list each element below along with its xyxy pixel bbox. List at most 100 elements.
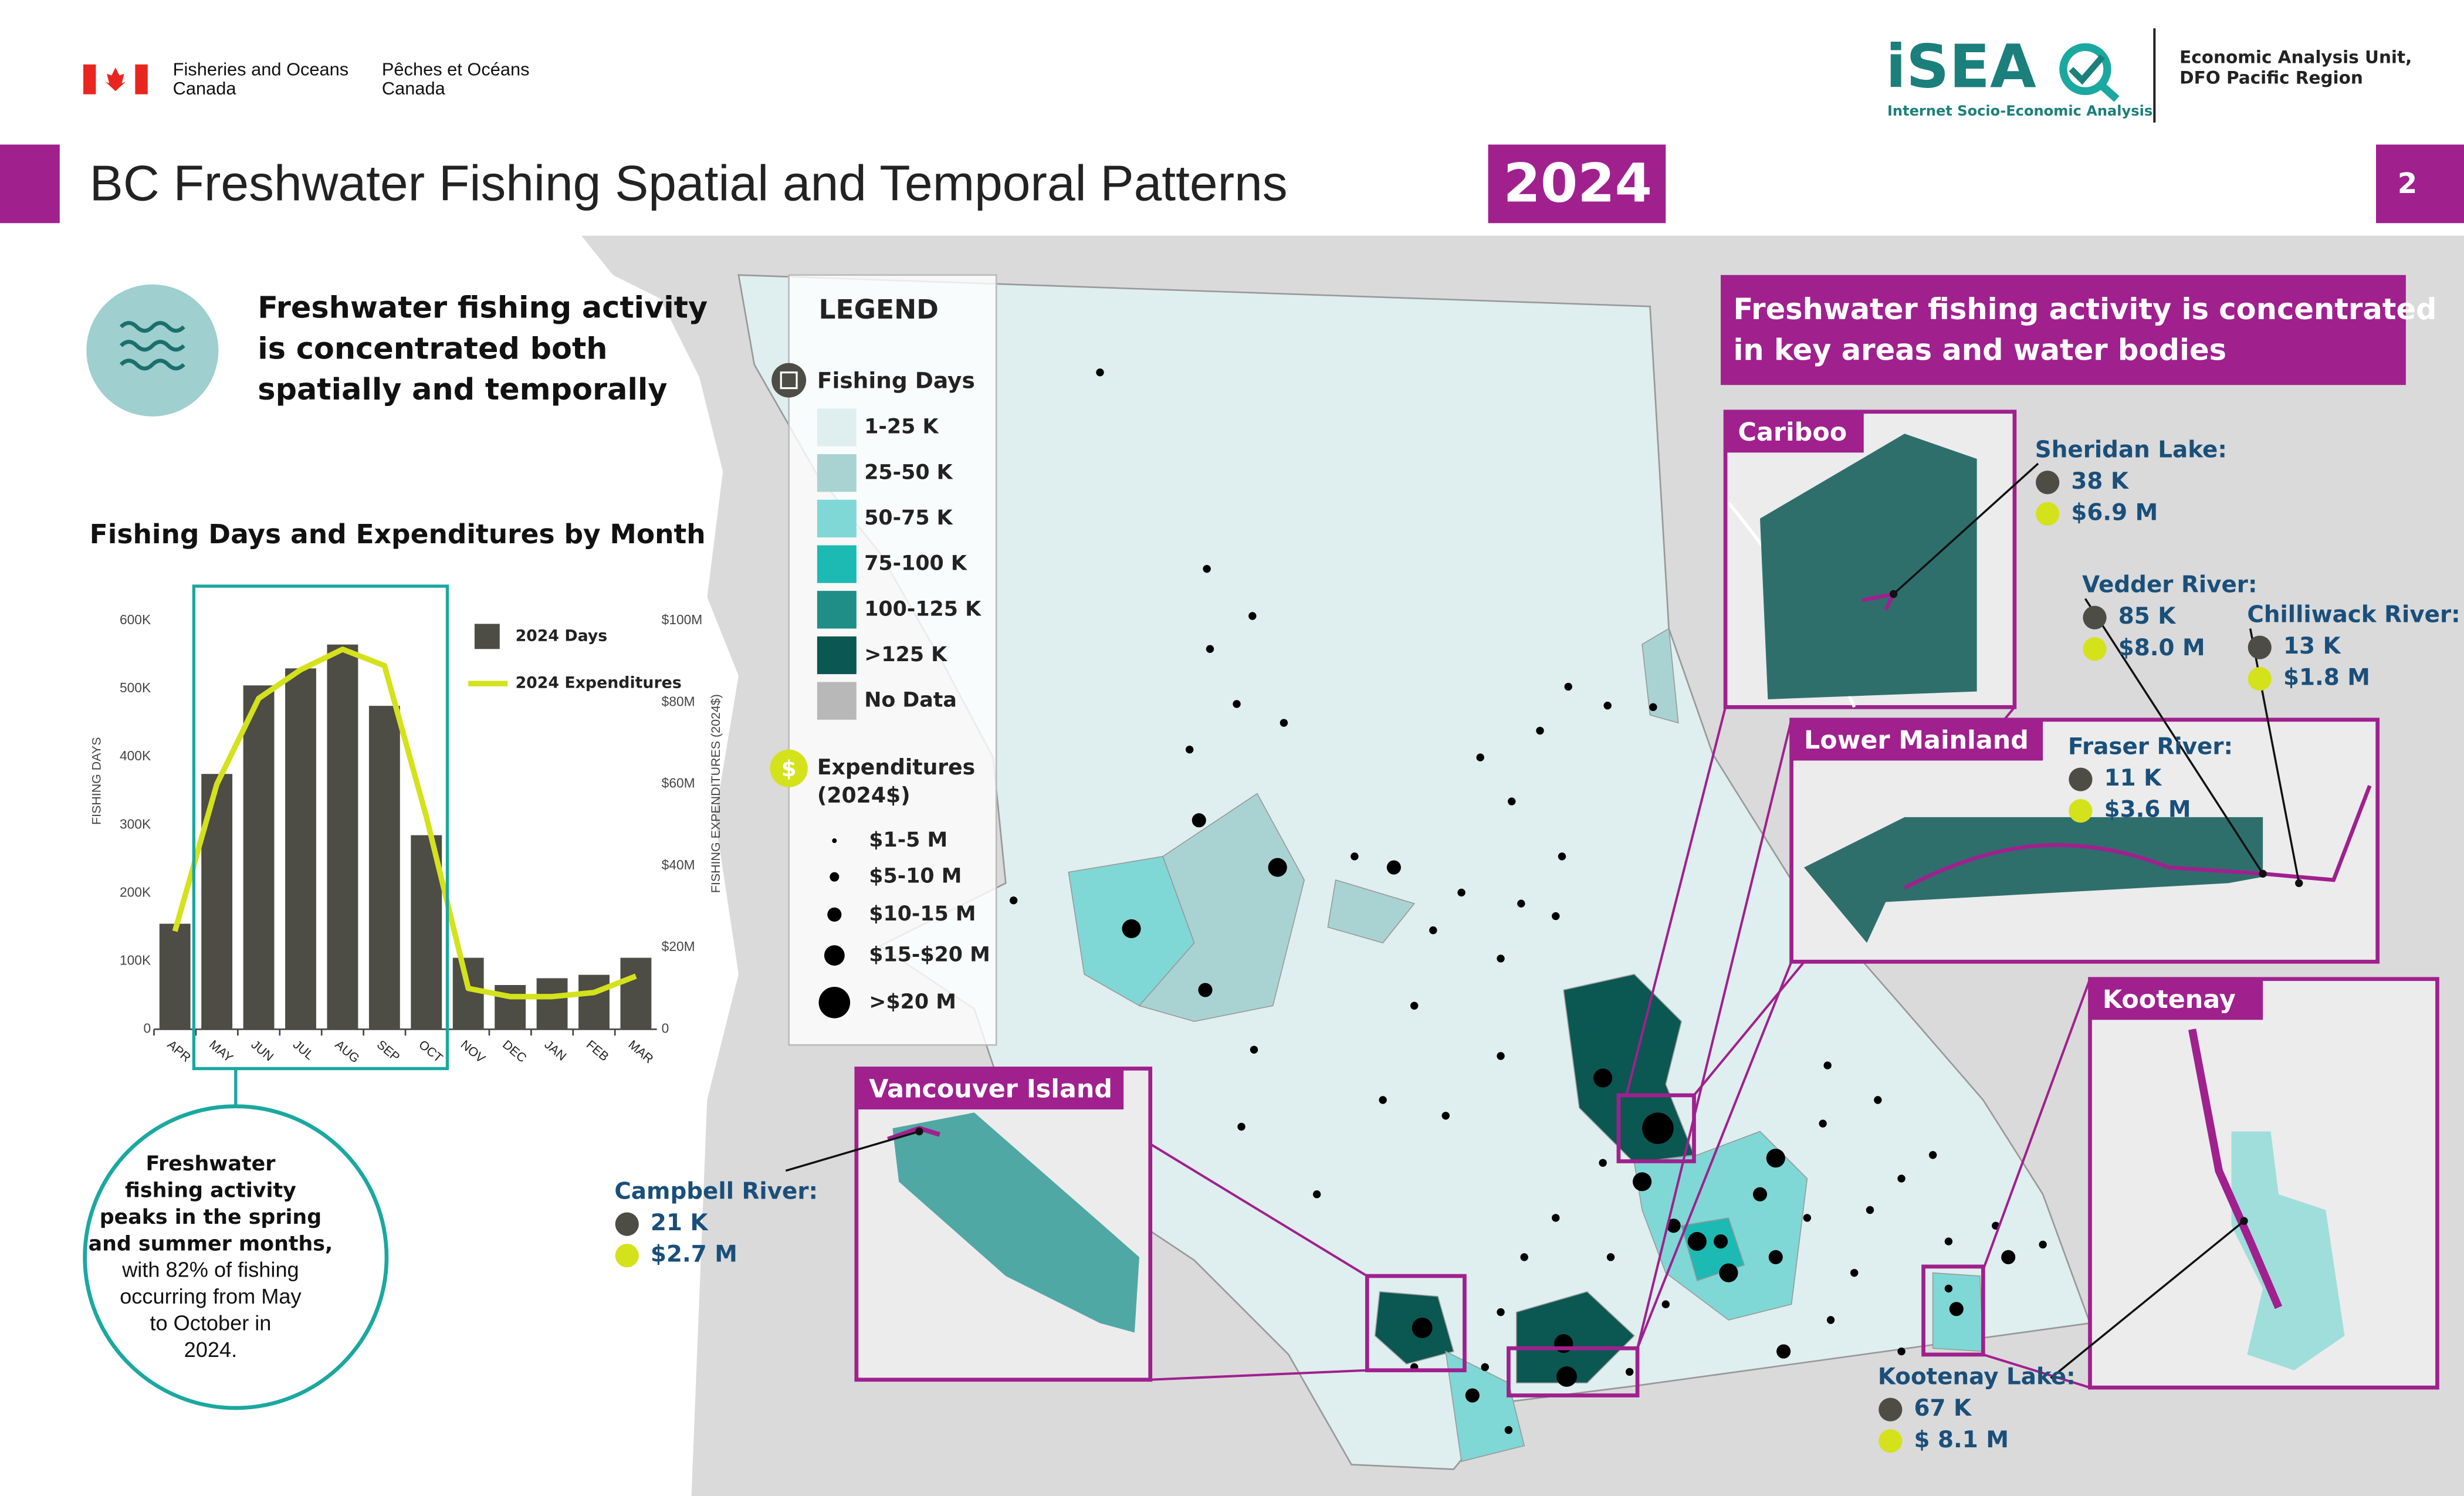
bar <box>452 957 484 1030</box>
legend-dot <box>818 987 851 1018</box>
site-leader <box>785 1130 920 1172</box>
map-dot <box>1713 1234 1728 1249</box>
map-dot <box>1866 1206 1874 1214</box>
exp-icon <box>2069 799 2093 823</box>
legend-swatch <box>817 454 857 492</box>
map-dot <box>1280 719 1288 727</box>
legend-label: 2024 Days <box>516 627 608 645</box>
region <box>1641 628 1679 724</box>
site-name: Sheridan Lake: <box>2035 436 2227 463</box>
line <box>172 647 637 1000</box>
site-expenditure: $1.8 M <box>2283 665 2370 691</box>
map-dot <box>1096 368 1104 377</box>
map-dot <box>1803 1214 1812 1222</box>
site-expenditure: $8.0 M <box>2118 635 2205 661</box>
site-point <box>2295 879 2303 888</box>
intro-text: spatially and temporally <box>258 373 667 407</box>
site-expenditure: $ 8.1 M <box>1914 1427 2009 1453</box>
site-days: 67 K <box>1914 1395 1973 1421</box>
legend-label: $15-$20 M <box>869 943 990 967</box>
y-tick-label: 100K <box>120 952 151 967</box>
logo: iSEA <box>1886 32 2036 101</box>
region <box>1327 879 1416 944</box>
days-icon <box>2036 471 2060 495</box>
site-days: 11 K <box>2104 765 2163 791</box>
site-name: Campbell River: <box>614 1179 818 1205</box>
map-dot <box>1603 701 1612 710</box>
site-days: 38 K <box>2071 468 2130 495</box>
days-icon-glyph <box>780 371 798 390</box>
bar <box>327 644 358 1030</box>
wave <box>119 358 185 371</box>
map-dot <box>1752 1187 1768 1201</box>
inset-title: Vancouver Island <box>869 1074 1112 1104</box>
intro-text: is concentrated both <box>258 331 607 366</box>
y-tick-label: 200K <box>120 884 151 899</box>
inset-region <box>892 1112 1139 1333</box>
map-dot <box>1599 1159 1607 1167</box>
page-number-box <box>2376 144 2464 224</box>
inset-title: Lower Mainland <box>1804 726 2029 755</box>
y2-axis-label: FISHING EXPENDITURES (2024$) <box>709 694 723 893</box>
legend-label: $1-5 M <box>869 828 947 852</box>
legend-swatch <box>817 408 857 446</box>
site-days: 13 K <box>2283 633 2342 659</box>
map-dot <box>1508 797 1516 805</box>
map-dot <box>1465 1388 1480 1403</box>
legend-label: No Data <box>864 689 957 712</box>
legend-swatch <box>817 636 857 675</box>
map-dot <box>1386 860 1401 875</box>
legend-label: 2024 Expenditures <box>516 674 682 692</box>
callout-text: 2024. <box>184 1338 237 1362</box>
days-icon <box>771 363 807 398</box>
site-leader <box>2050 1220 2245 1379</box>
y-tick-label: 600K <box>120 612 151 627</box>
map-dot <box>1476 753 1484 761</box>
region <box>1445 1351 1525 1463</box>
bar <box>243 685 275 1030</box>
map-dot <box>2001 1250 2016 1264</box>
map-dot <box>1944 1284 1953 1293</box>
map-dot <box>1517 899 1525 908</box>
y2-tick-label: $40M <box>662 857 695 872</box>
legend-dot <box>830 872 840 882</box>
legend-label: >125 K <box>864 643 948 666</box>
map-dot <box>1198 983 1213 997</box>
map-marker <box>1507 1346 1640 1397</box>
site-name: Chilliwack River: <box>2247 602 2460 628</box>
region <box>1516 1291 1635 1383</box>
map-dot <box>1649 703 1657 712</box>
bar <box>285 668 316 1030</box>
legend-subtitle: Expenditures <box>817 754 975 780</box>
leader-line <box>1982 1353 2091 1389</box>
map-dot <box>1897 1175 1905 1183</box>
map-marker <box>1921 1264 1985 1357</box>
leader-line <box>1625 706 1727 1096</box>
y-axis-label: FISHING DAYS <box>90 737 104 825</box>
bar <box>368 706 400 1030</box>
map-dot <box>1552 912 1560 920</box>
legend-label: >$20 M <box>869 990 956 1014</box>
site-expenditure: $6.9 M <box>2071 499 2158 526</box>
map-dot <box>1826 1316 1835 1324</box>
site-name: Kootenay Lake: <box>1878 1364 2076 1390</box>
site-expenditure: $2.7 M <box>651 1241 737 1268</box>
map-dot <box>2039 1240 2047 1249</box>
flag-left <box>83 64 96 94</box>
map-dot <box>1379 1096 1387 1104</box>
department-name: Pêches et Océans <box>382 59 530 80</box>
bar <box>578 974 610 1030</box>
map-dot <box>1552 1214 1560 1222</box>
map-dot <box>1606 1253 1615 1261</box>
map-dot <box>1564 682 1572 691</box>
y2-tick-label: $20M <box>662 939 695 954</box>
days-icon <box>1879 1397 1903 1421</box>
map-dot <box>1497 1308 1505 1316</box>
inset-river <box>1903 785 2372 890</box>
unit-name: DFO Pacific Region <box>2179 67 2363 87</box>
map-dot <box>1009 896 1018 905</box>
map-dot <box>1642 1112 1674 1144</box>
site-leader <box>2084 598 2264 875</box>
y2-tick-label: $100M <box>662 612 703 627</box>
intro-text: Freshwater fishing activity <box>258 291 708 326</box>
